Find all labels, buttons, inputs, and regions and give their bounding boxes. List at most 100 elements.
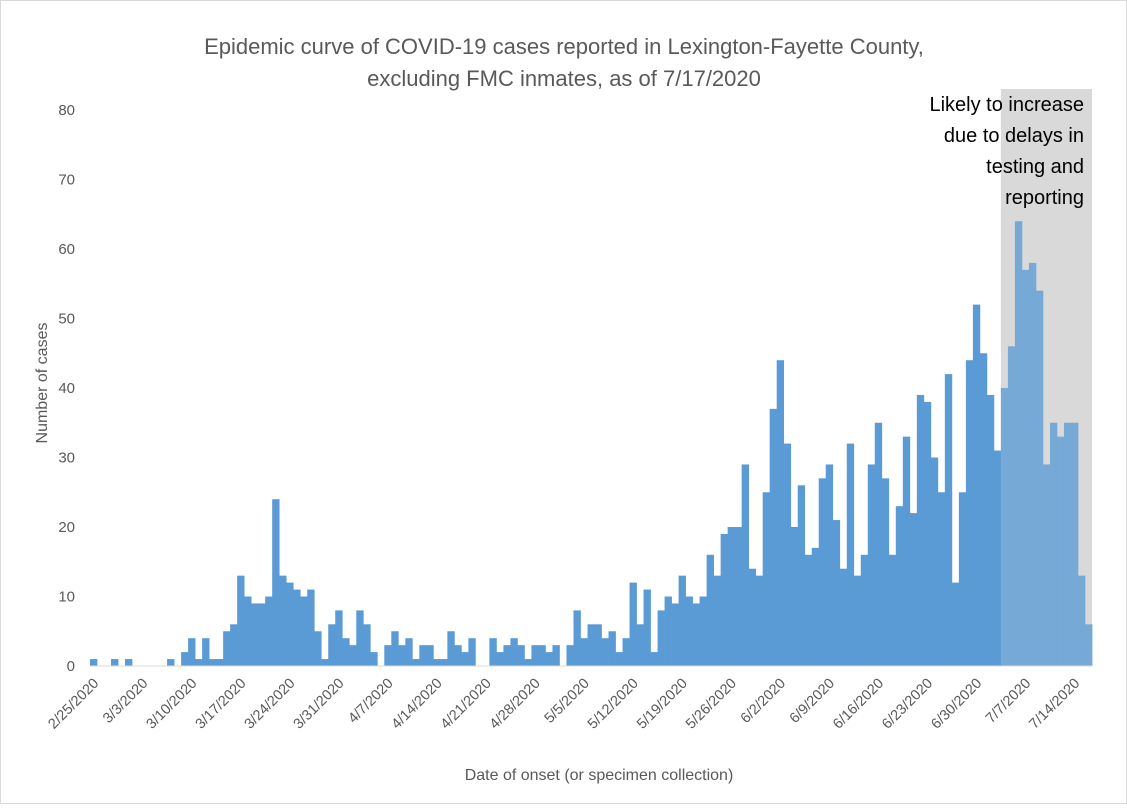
x-tick-label: 7/7/2020 <box>983 676 1034 727</box>
x-tick-label: 6/23/2020 <box>879 676 936 733</box>
bar <box>454 645 462 666</box>
bar <box>1070 422 1079 666</box>
bar <box>741 464 750 666</box>
bar <box>874 422 883 666</box>
y-tick-label: 0 <box>67 658 75 675</box>
bar <box>650 652 658 666</box>
chart-title-line-2: excluding FMC inmates, as of 7/17/2020 <box>367 66 761 91</box>
bar <box>846 443 855 666</box>
bar <box>1042 464 1051 666</box>
bar <box>405 638 413 666</box>
bar <box>594 624 602 666</box>
bar <box>517 645 525 666</box>
x-tick-label: 3/3/2020 <box>100 676 151 727</box>
bar <box>1084 624 1093 666</box>
bar <box>699 596 707 666</box>
bar <box>797 485 806 666</box>
bar <box>881 478 890 666</box>
bar <box>307 589 315 666</box>
bar <box>860 554 869 666</box>
y-tick-label: 60 <box>58 241 75 258</box>
x-tick-label: 2/25/2020 <box>45 676 102 733</box>
bar <box>384 645 392 666</box>
bar <box>706 554 714 666</box>
bar <box>258 603 266 666</box>
bar <box>237 575 245 666</box>
bar <box>188 638 196 666</box>
bar <box>720 533 728 666</box>
x-tick-label: 3/31/2020 <box>291 676 348 733</box>
bar <box>853 575 862 666</box>
bar <box>552 645 560 666</box>
bar <box>755 575 764 666</box>
bar <box>839 568 848 666</box>
bar <box>293 589 301 666</box>
bar <box>1056 436 1065 666</box>
x-tick-label: 5/5/2020 <box>542 676 593 727</box>
x-tick-label: 4/14/2020 <box>389 676 446 733</box>
bar <box>1028 262 1037 666</box>
bar <box>958 492 967 666</box>
bar <box>580 638 588 666</box>
bar <box>181 652 189 666</box>
bar <box>573 610 581 666</box>
incomplete-data-overlay <box>1000 89 1092 666</box>
bar <box>664 596 672 666</box>
annotation-line: reporting <box>1005 187 1084 209</box>
bar <box>1063 422 1072 666</box>
bar <box>965 360 974 666</box>
bar <box>937 492 946 666</box>
x-axis-label: Date of onset (or specimen collection) <box>465 767 734 784</box>
bar <box>538 645 546 666</box>
bar <box>272 499 280 666</box>
x-tick-label: 6/16/2020 <box>830 676 887 733</box>
bar <box>489 638 497 666</box>
bar <box>125 659 133 666</box>
bar <box>1021 269 1030 666</box>
bar <box>643 589 651 666</box>
x-tick-label: 3/10/2020 <box>143 676 200 733</box>
annotation-line: testing and <box>986 156 1084 178</box>
x-tick-label: 6/9/2020 <box>787 676 838 727</box>
bar <box>412 659 420 666</box>
bar <box>433 659 441 666</box>
bar <box>265 596 273 666</box>
y-tick-label: 70 <box>58 172 75 189</box>
bar <box>195 659 203 666</box>
bar <box>335 610 343 666</box>
bar <box>1000 388 1009 666</box>
bar <box>349 645 357 666</box>
bar <box>251 603 259 666</box>
bar <box>748 568 757 666</box>
bar <box>1035 290 1044 666</box>
bar <box>370 652 378 666</box>
bar <box>510 638 518 666</box>
bar <box>279 575 287 666</box>
bar <box>636 624 644 666</box>
bar <box>356 610 364 666</box>
x-tick-label: 3/24/2020 <box>242 676 299 733</box>
bar <box>972 304 981 666</box>
y-tick-label: 30 <box>58 450 75 467</box>
bar <box>545 652 553 666</box>
bar <box>762 492 771 666</box>
y-axis-ticks: 0 10 20 30 40 50 60 70 80 <box>58 102 75 675</box>
bar <box>286 582 294 666</box>
bar <box>713 575 721 666</box>
x-tick-label: 4/21/2020 <box>438 676 495 733</box>
bar <box>202 638 210 666</box>
bars <box>90 89 1093 666</box>
bar <box>167 659 175 666</box>
bar <box>923 401 932 666</box>
bar <box>993 450 1002 666</box>
bar <box>503 645 511 666</box>
bar <box>566 645 574 666</box>
bar <box>776 360 785 666</box>
x-tick-label: 5/26/2020 <box>683 676 740 733</box>
y-tick-label: 80 <box>58 102 75 119</box>
bar <box>1007 346 1016 666</box>
annotation: Likely to increase due to delays in testin… <box>929 94 1084 209</box>
bar <box>419 645 427 666</box>
bar <box>398 645 406 666</box>
